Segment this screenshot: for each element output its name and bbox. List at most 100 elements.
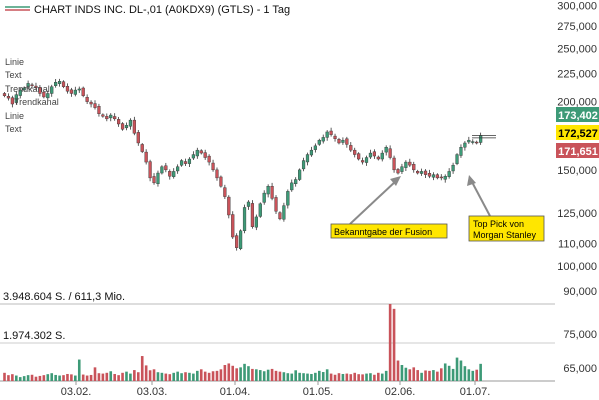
volume-bar: [459, 360, 463, 381]
tool-label-trendkanal[interactable]: Trendkanal: [5, 84, 50, 94]
annotation-box[interactable]: [468, 215, 545, 242]
volume-bar: [475, 369, 478, 381]
candle-body: [294, 179, 298, 185]
volume-bar: [258, 370, 262, 381]
volume-bar: [77, 359, 81, 381]
volume-bar: [136, 372, 140, 381]
volume-bar: [412, 367, 416, 381]
volume-bar: [400, 365, 404, 381]
volume-bar: [105, 372, 109, 381]
tool-label-linie-2[interactable]: Linie: [5, 111, 24, 121]
candle-body: [6, 96, 11, 99]
candle-body: [26, 83, 30, 88]
volume-bar: [22, 376, 26, 381]
volume-bar: [133, 370, 136, 381]
volume-bar: [408, 369, 412, 381]
candle-body: [120, 123, 125, 130]
price-badge-label: 171,651: [558, 146, 598, 158]
x-axis: 03.02. 03.03. 01.04. 01.05. 02.06. 01.07.: [61, 381, 491, 398]
volume-bar: [357, 374, 360, 381]
annotation-fusion: Bekanntgabe der Fusion: [330, 176, 448, 239]
candle-body: [227, 196, 231, 216]
volume-bar: [451, 368, 455, 381]
volume-bar: [231, 365, 235, 381]
volume-bar: [211, 371, 215, 381]
candle-body: [117, 119, 121, 125]
candle-body: [246, 201, 251, 207]
drawing-tools-list: Linie Text Trendkanal Trendkanal Linie T…: [5, 57, 59, 134]
volume-bar: [148, 370, 152, 381]
candle-body: [266, 186, 270, 195]
y-tick-label: 125,000: [557, 208, 597, 220]
candle-body: [372, 151, 376, 157]
price-badge-label: 173,402: [558, 110, 598, 122]
price-badges: 173,402 172,527 171,651: [556, 107, 599, 158]
tool-label-trendkanal-2[interactable]: Trendkanal: [14, 97, 59, 107]
annotation-text-line-1: Top Pick von: [473, 219, 524, 229]
annotation-box[interactable]: [330, 223, 448, 239]
candle-body: [140, 144, 144, 152]
annotation-text-line-2: Morgan Stanley: [473, 230, 537, 240]
y-tick-label: 200,000: [557, 97, 597, 109]
volume-bar: [125, 371, 128, 381]
volume-bar: [262, 371, 266, 381]
y-tick-label: 150,000: [557, 165, 597, 177]
volume-bar: [180, 373, 183, 381]
x-tick-label: 01.07.: [460, 386, 491, 398]
volume-bar: [298, 372, 301, 381]
candle-body: [22, 87, 26, 91]
volume-bar: [274, 370, 278, 381]
volume-bar: [314, 372, 317, 381]
volume-bar: [207, 372, 211, 381]
volume-max-label: 3.948.604 S. / 611,3 Mio.: [3, 291, 125, 303]
candle-body: [353, 149, 357, 155]
volume-bar: [184, 372, 187, 381]
candle-body: [384, 147, 388, 153]
candle-body: [42, 91, 46, 98]
candle-body: [223, 187, 227, 197]
volume-bar: [447, 365, 451, 381]
candle-body: [345, 138, 349, 145]
candle-body: [124, 125, 129, 129]
volume-bar: [392, 308, 396, 381]
candle-body: [38, 87, 42, 94]
volume-mid-label: 1.974.302 S.: [3, 330, 65, 342]
tool-label-linie[interactable]: Linie: [5, 57, 24, 67]
candle-body: [404, 161, 408, 168]
volume-bar: [384, 370, 388, 381]
volume-bar: [349, 374, 353, 381]
candle-body: [435, 174, 439, 179]
volume-bar: [129, 373, 132, 381]
candle-body: [286, 191, 290, 206]
volume-bar: [361, 374, 364, 381]
volume-bar: [164, 373, 168, 381]
candle-body: [2, 93, 7, 96]
volume-bar: [365, 373, 368, 381]
candle-body: [109, 114, 113, 119]
candle-body: [317, 139, 321, 145]
volume-bar: [15, 375, 18, 381]
candle-body: [262, 192, 266, 203]
candle-body: [357, 153, 361, 160]
volume-bar: [140, 356, 144, 381]
candle-body: [183, 161, 188, 164]
candle-body: [61, 81, 66, 87]
tool-label-text-2[interactable]: Text: [5, 124, 22, 134]
candle-body: [427, 173, 432, 177]
volume-bar: [227, 363, 231, 381]
volume-bar: [416, 370, 419, 381]
volume-bar: [199, 369, 203, 381]
tool-label-text[interactable]: Text: [5, 70, 22, 80]
price-level-lines: [472, 135, 496, 139]
chart-header: CHART INDS INC. DL-,01 (A0KDX9) (GTLS) -…: [5, 4, 290, 16]
candle-body: [258, 203, 262, 217]
x-tick-label: 03.03.: [137, 386, 168, 398]
volume-bar: [196, 370, 199, 381]
candle-body: [431, 174, 436, 178]
candle-body: [30, 84, 34, 87]
volume-bar: [203, 371, 207, 381]
candle-body: [290, 182, 294, 191]
price-badge: [556, 107, 599, 122]
y-tick-label: 65,000: [563, 363, 597, 375]
candle-body: [451, 164, 455, 172]
